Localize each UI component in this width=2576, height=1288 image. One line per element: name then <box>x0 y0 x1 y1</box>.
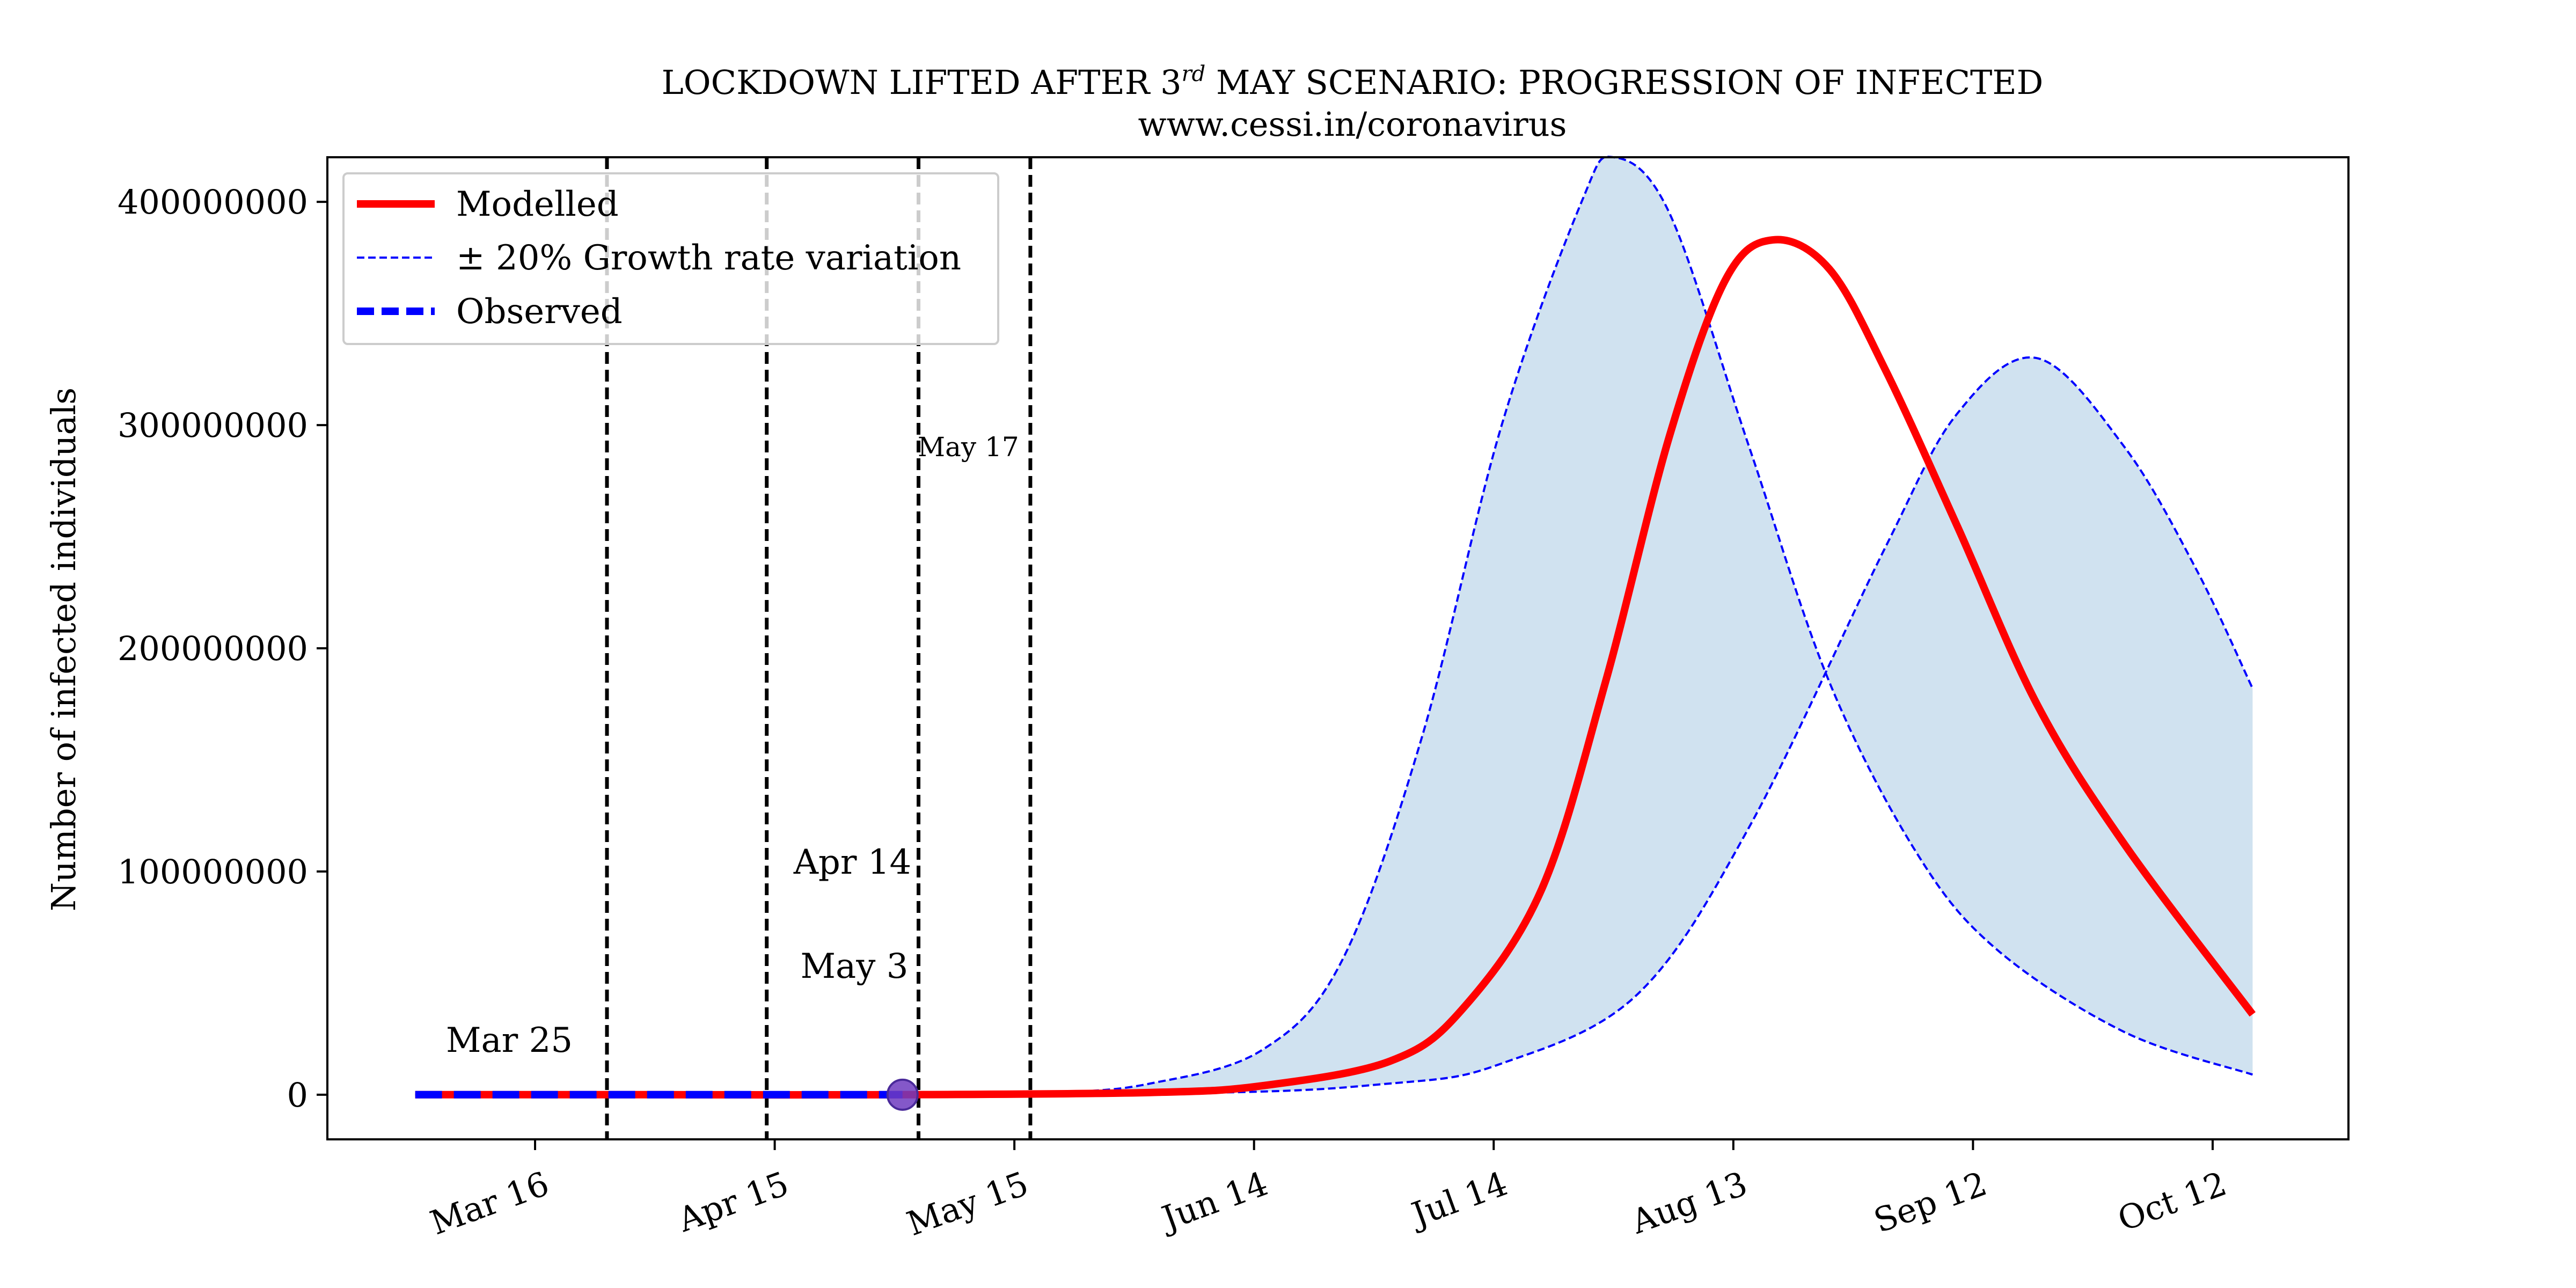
y-tick-label: 100000000 <box>118 852 308 891</box>
x-tick-label: Jul 14 <box>1404 1163 1513 1235</box>
x-tick-label: Apr 15 <box>672 1163 794 1240</box>
x-tick-label: Sep 12 <box>1869 1163 1992 1240</box>
y-tick-label: 0 <box>287 1075 308 1115</box>
vline-label-2: Apr 14 <box>793 843 912 882</box>
latest-observation-marker <box>886 1078 919 1111</box>
vline-label-1: Mar 25 <box>446 1021 573 1060</box>
x-tick-label: May 15 <box>902 1163 1033 1243</box>
x-axis-ticks: Mar 16 Apr 15 May 15 Jun 14 Jul 14 Aug 13 Sep … <box>425 1139 2231 1243</box>
series-lines <box>415 156 2256 1099</box>
variation-band <box>415 157 2253 1095</box>
chart-subtitle: www.cessi.in/coronavirus <box>1138 105 1567 144</box>
vline-label-3: May 3 <box>801 947 909 986</box>
x-tick-label: Mar 16 <box>425 1163 554 1242</box>
modelled-line <box>415 236 2256 1099</box>
marker-layer <box>886 1078 919 1111</box>
legend: Modelled ± 20% Growth rate variation Obser… <box>342 172 999 345</box>
x-tick-label: Aug 13 <box>1626 1163 1752 1241</box>
legend-label-2: ± 20% Growth rate variation <box>456 238 961 278</box>
y-axis-label: Number of infected individuals <box>44 387 83 911</box>
legend-box <box>342 172 999 345</box>
x-tick-label: Jun 14 <box>1154 1163 1273 1239</box>
legend-label-1: Modelled <box>456 185 619 224</box>
y-tick-label: 400000000 <box>118 182 308 222</box>
variation-fill <box>415 157 2253 1095</box>
x-tick-label: Oct 12 <box>2113 1163 2231 1239</box>
y-axis-ticks: 0 100000000 200000000 300000000 400000000 <box>118 182 327 1115</box>
chart-title: LOCKDOWN LIFTED AFTER 3rd MAY SCENARIO: … <box>662 62 2044 102</box>
vline-label-4: May 17 <box>918 431 1019 463</box>
legend-label-3: Observed <box>456 292 623 332</box>
y-tick-label: 300000000 <box>118 406 308 445</box>
y-tick-label: 200000000 <box>118 629 308 668</box>
